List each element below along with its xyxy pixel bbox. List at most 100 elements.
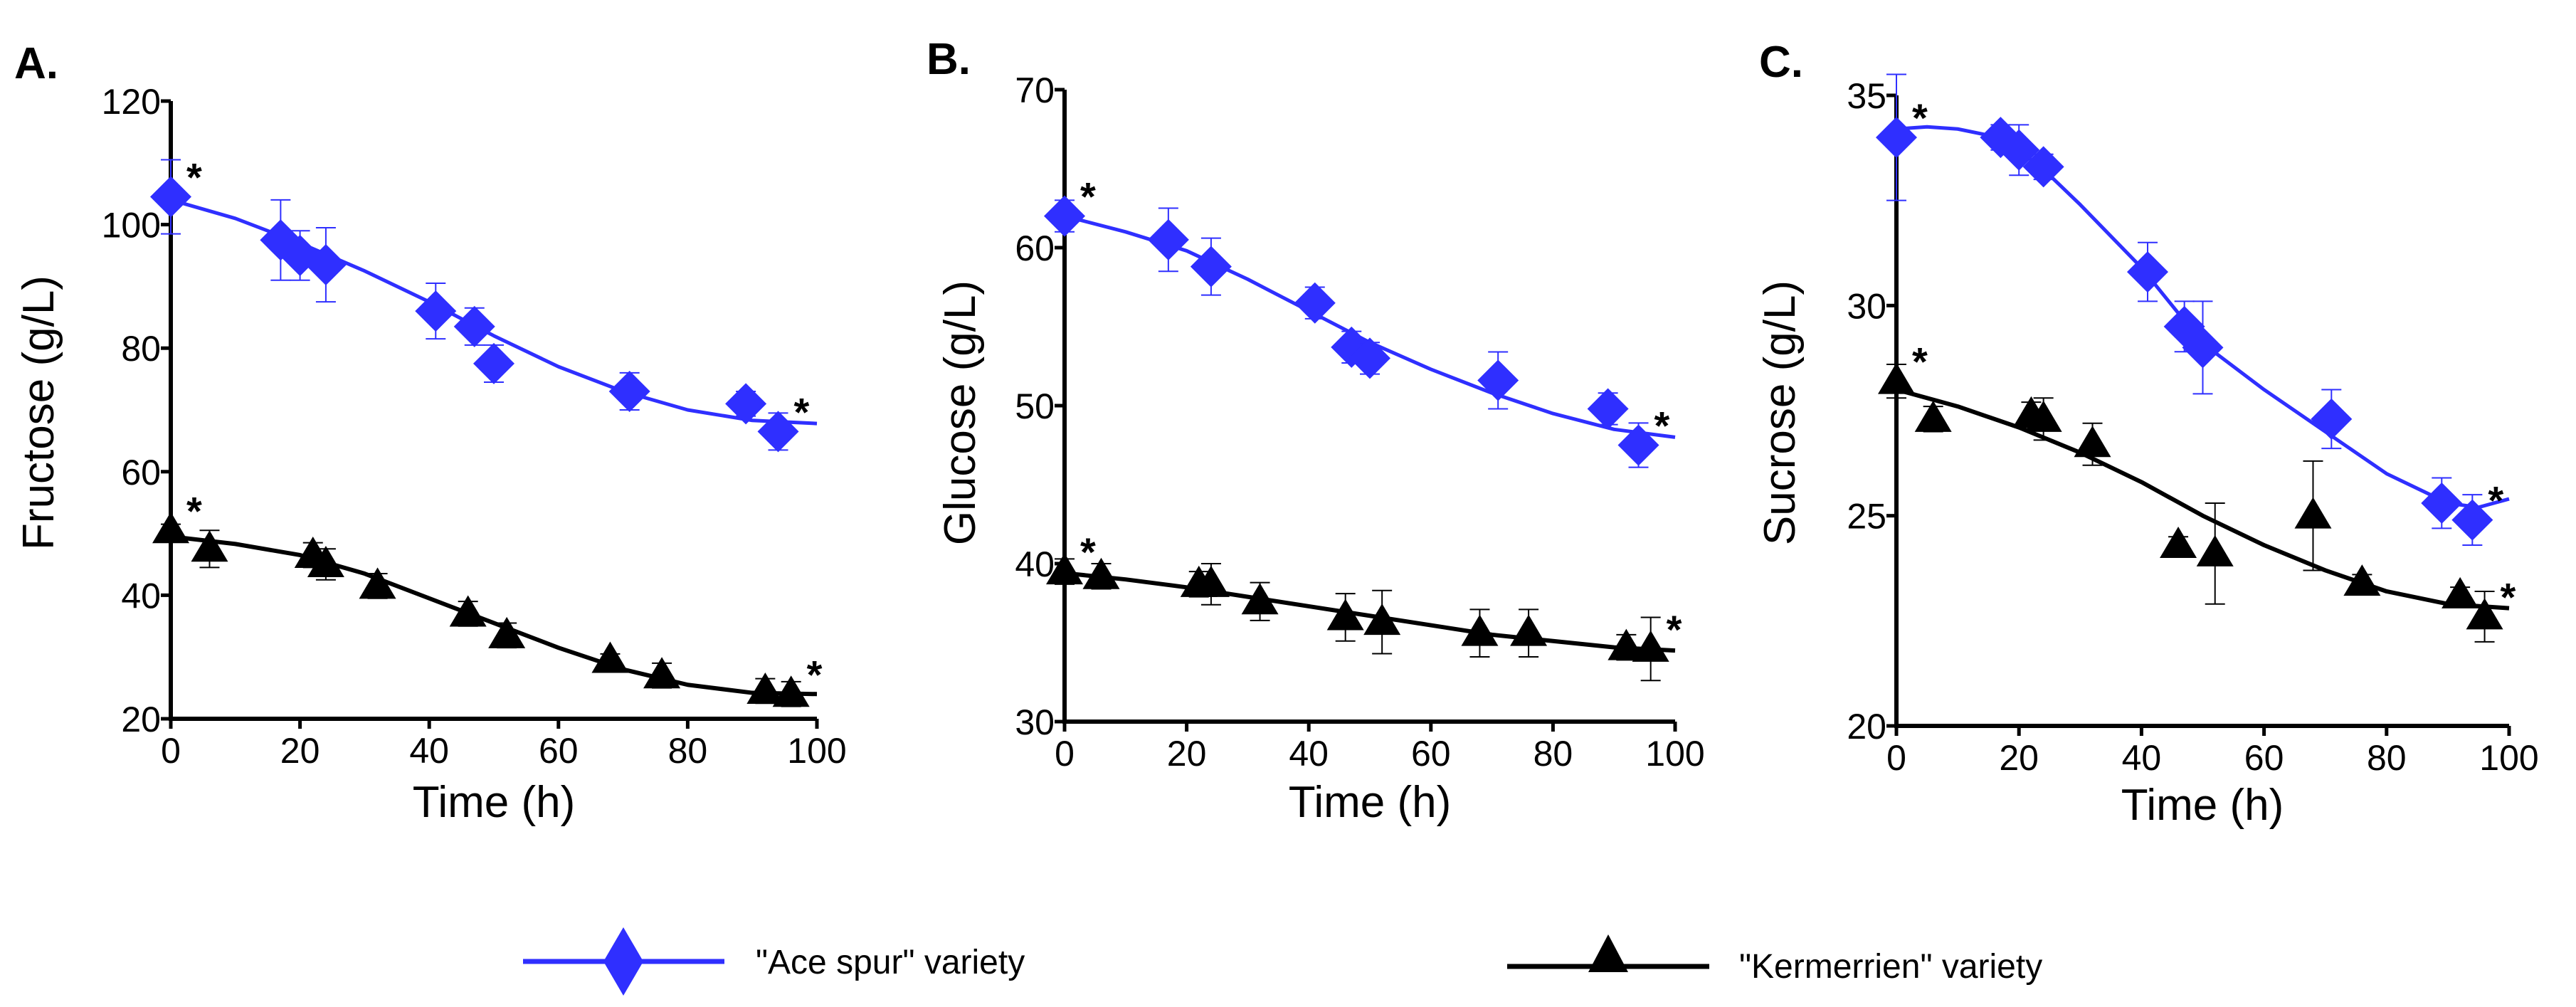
data-point-triangle [2196,534,2234,566]
y-tick-label: 30 [1015,702,1055,742]
y-tick-label: 60 [1015,228,1055,268]
x-tick-label: 60 [539,731,579,771]
data-point-triangle [1192,565,1230,597]
data-point-diamond [1876,117,1917,159]
x-axis-title: Time (h) [1289,778,1451,827]
series-kermerrien: ** [1878,339,2516,643]
series-kermerrien: ** [152,488,823,707]
data-point-triangle [359,567,396,599]
significance-asterisk: * [807,652,823,697]
data-point-diamond [305,244,347,286]
data-point-triangle [1046,553,1083,585]
x-tick-label: 80 [668,731,708,771]
panels: A. 20 40 60 80 100 120 0 20 40 60 80 100 Time (h) Fruc… [14,35,2539,830]
data-point-triangle [1241,583,1279,615]
fit-curve [1896,387,2510,611]
series-kermerrien: ** [1046,529,1682,682]
panel-label: C. [1759,38,1803,87]
data-point-diamond [1617,424,1659,466]
y-axis-title: Fructose (g/L) [14,275,63,550]
data-point-diamond [1477,359,1519,401]
y-tick-label: 40 [1015,544,1055,584]
data-point-triangle [2442,576,2479,608]
panel-label: A. [14,39,58,88]
legend-label-kermerrien: "Kermerrien" variety [1739,948,2042,986]
data-point-diamond [1587,388,1629,430]
data-point-triangle [643,657,681,689]
significance-asterisk: * [1080,174,1096,219]
y-tick-label: 70 [1015,70,1055,110]
data-point-diamond [725,383,767,425]
x-tick-label: 80 [2367,738,2407,778]
data-point-diamond [2421,482,2463,524]
fit-curve [170,534,818,697]
data-point-triangle [1363,603,1401,636]
x-tick-label: 100 [1645,734,1704,774]
data-point-diamond [473,342,514,384]
x-tick-label: 40 [409,731,449,771]
significance-asterisk: * [1912,339,1928,384]
x-tick-label: 20 [1999,738,2039,778]
data-point-diamond [2311,398,2353,440]
data-point-diamond [415,290,457,332]
data-point-diamond [2127,251,2169,293]
data-point-diamond [2451,499,2493,541]
data-point-triangle [2160,527,2197,559]
data-point-triangle [1632,630,1669,662]
data-point-triangle [1461,614,1499,646]
data-point-diamond [608,370,650,412]
data-point-diamond [1998,129,2040,171]
data-point-triangle [1082,557,1120,589]
data-point-triangle [307,546,344,577]
data-point-diamond [1349,337,1390,379]
data-point-diamond [2182,327,2224,369]
legend: "Ace spur" variety "Kermerrien" variety [523,927,2042,996]
y-tick-label: 20 [121,700,161,739]
y-tick-label: 50 [1015,386,1055,426]
significance-asterisk: * [2501,574,2516,619]
data-point-triangle [2074,426,2111,458]
legend-label-ace-spur: "Ace spur" variety [756,944,1025,981]
y-tick-label: 100 [102,206,161,246]
x-tick-label: 60 [2244,738,2284,778]
data-point-triangle [746,672,784,704]
y-tick-label: 80 [121,329,161,369]
data-point-triangle [2466,598,2503,630]
y-tick-label: 60 [121,453,161,492]
x-tick-label: 40 [1289,734,1329,774]
data-point-triangle [449,595,487,627]
data-point-triangle [2025,400,2062,432]
y-tick-label: 25 [1847,497,1886,537]
legend-item-kermerrien: "Kermerrien" variety [1507,934,2042,986]
y-tick-label: 120 [102,82,161,122]
series-ace-spur: ** [1044,174,1676,468]
data-point-diamond [1294,282,1336,324]
data-point-diamond [150,176,191,218]
panel-label: B. [927,35,971,84]
y-axis-title: Glucose (g/L) [936,280,985,545]
y-tick-label: 35 [1847,76,1886,116]
x-tick-label: 100 [2479,738,2538,778]
y-tick-label: 40 [121,576,161,616]
data-point-triangle [1326,599,1364,631]
data-point-diamond [1044,195,1085,237]
significance-asterisk: * [2488,478,2503,523]
data-point-triangle [772,675,810,707]
x-tick-label: 100 [787,731,846,771]
data-point-diamond [1147,218,1189,260]
data-point-triangle [591,641,629,673]
x-axis-title: Time (h) [413,778,575,827]
x-tick-label: 20 [280,731,320,771]
data-point-triangle [1914,400,1952,432]
series-ace-spur: ** [150,155,818,453]
x-tick-label: 0 [1886,738,1906,778]
significance-asterisk: * [1080,529,1096,574]
fit-curve [1064,214,1676,439]
significance-asterisk: * [1667,607,1682,652]
x-tick-label: 40 [2122,738,2162,778]
data-point-diamond [1190,246,1232,288]
data-point-triangle [1608,628,1645,660]
